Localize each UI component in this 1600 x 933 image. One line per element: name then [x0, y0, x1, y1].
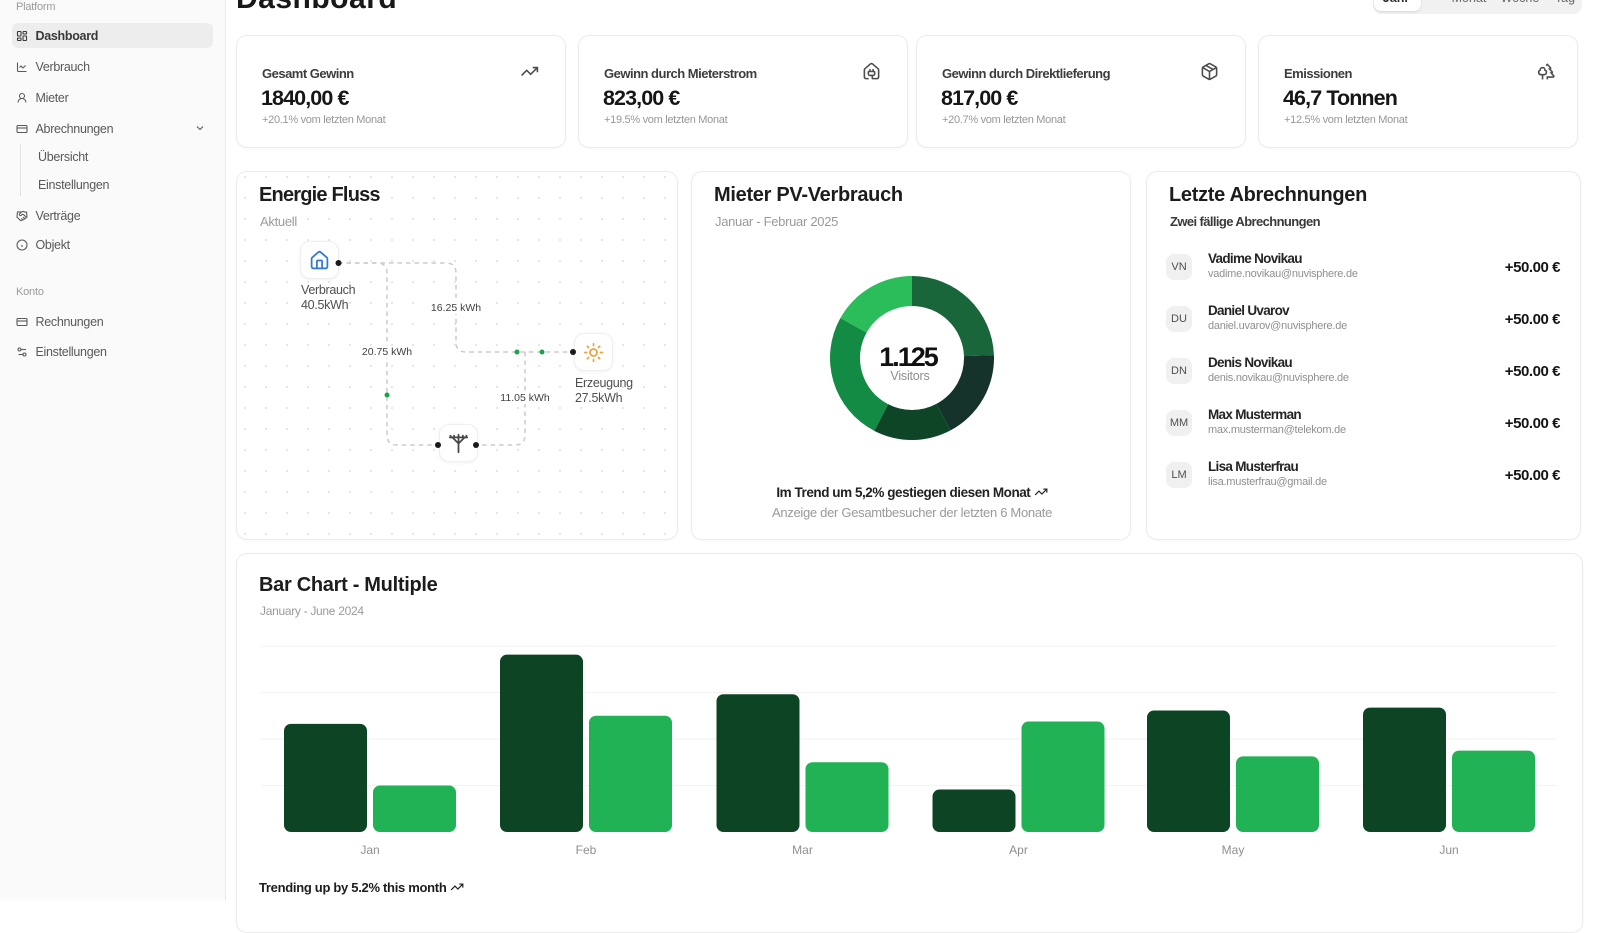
svg-text:Mar: Mar	[792, 843, 813, 857]
svg-text:Apr: Apr	[1009, 843, 1028, 857]
svg-text:May: May	[1222, 843, 1245, 857]
svg-text:Feb: Feb	[576, 843, 597, 857]
svg-text:Jan: Jan	[360, 843, 379, 857]
svg-text:Jun: Jun	[1439, 843, 1458, 857]
